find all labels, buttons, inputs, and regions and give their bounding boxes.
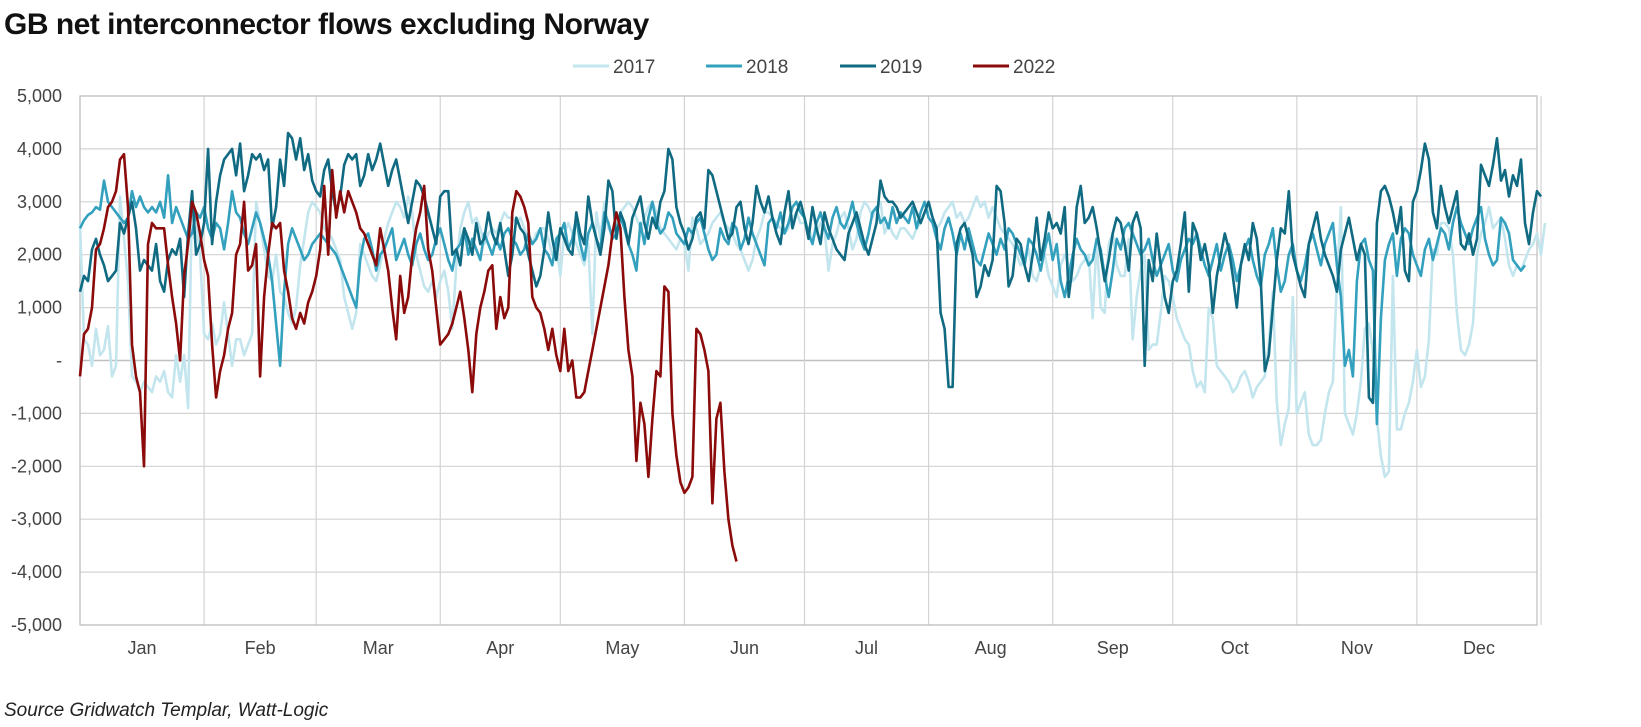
- y-tick-label: 2,000: [17, 245, 62, 265]
- legend-label-2017: 2017: [613, 57, 655, 78]
- x-tick-label: Jun: [730, 638, 759, 658]
- x-tick-label: Feb: [245, 638, 276, 658]
- x-tick-label: Jan: [128, 638, 157, 658]
- legend-label-2018: 2018: [746, 57, 788, 78]
- x-tick-label: Sep: [1097, 638, 1129, 658]
- y-tick-label: 5,000: [17, 86, 62, 106]
- y-tick-label: 4,000: [17, 139, 62, 159]
- x-tick-label: Oct: [1221, 638, 1249, 658]
- series-lines: [78, 131, 1547, 562]
- y-tick-label: -2,000: [11, 456, 62, 476]
- grid-lines: [79, 95, 1542, 626]
- x-tick-label: Nov: [1341, 638, 1373, 658]
- x-tick-label: May: [605, 638, 639, 658]
- y-tick-label: -1,000: [11, 403, 62, 423]
- x-axis-month-labels: Jan Feb Mar Apr May Jun Jul Aug Sep Oct Nov Dec: [128, 638, 1495, 658]
- y-tick-label: 3,000: [17, 192, 62, 212]
- series-line-2019: [78, 131, 1543, 405]
- source-note: Source Gridwatch Templar, Watt-Logic: [4, 700, 329, 721]
- x-tick-label: Aug: [975, 638, 1007, 658]
- y-tick-label: -3,000: [11, 509, 62, 529]
- y-axis-tick-labels: 5,000 4,000 3,000 2,000 1,000 - -1,000 -2,000 -3…: [11, 86, 62, 635]
- line-chart: 5,000 4,000 3,000 2,000 1,000 - -1,000 -2,000 -3…: [11, 57, 1547, 658]
- x-tick-label: Apr: [486, 638, 514, 658]
- x-tick-label: Jul: [855, 638, 878, 658]
- plot-frame: [79, 95, 1538, 626]
- legend-label-2022: 2022: [1013, 57, 1055, 78]
- y-tick-label: 1,000: [17, 298, 62, 318]
- y-tick-label: -4,000: [11, 562, 62, 582]
- y-tick-label: -: [56, 351, 62, 371]
- series-line-2022: [78, 152, 738, 562]
- chart-title: GB net interconnector flows excluding No…: [4, 8, 649, 41]
- y-tick-label: -5,000: [11, 615, 62, 635]
- legend-label-2019: 2019: [880, 57, 922, 78]
- legend: 2017 2018 2019 2022: [573, 57, 1055, 78]
- x-tick-label: Dec: [1463, 638, 1495, 658]
- x-tick-label: Mar: [363, 638, 394, 658]
